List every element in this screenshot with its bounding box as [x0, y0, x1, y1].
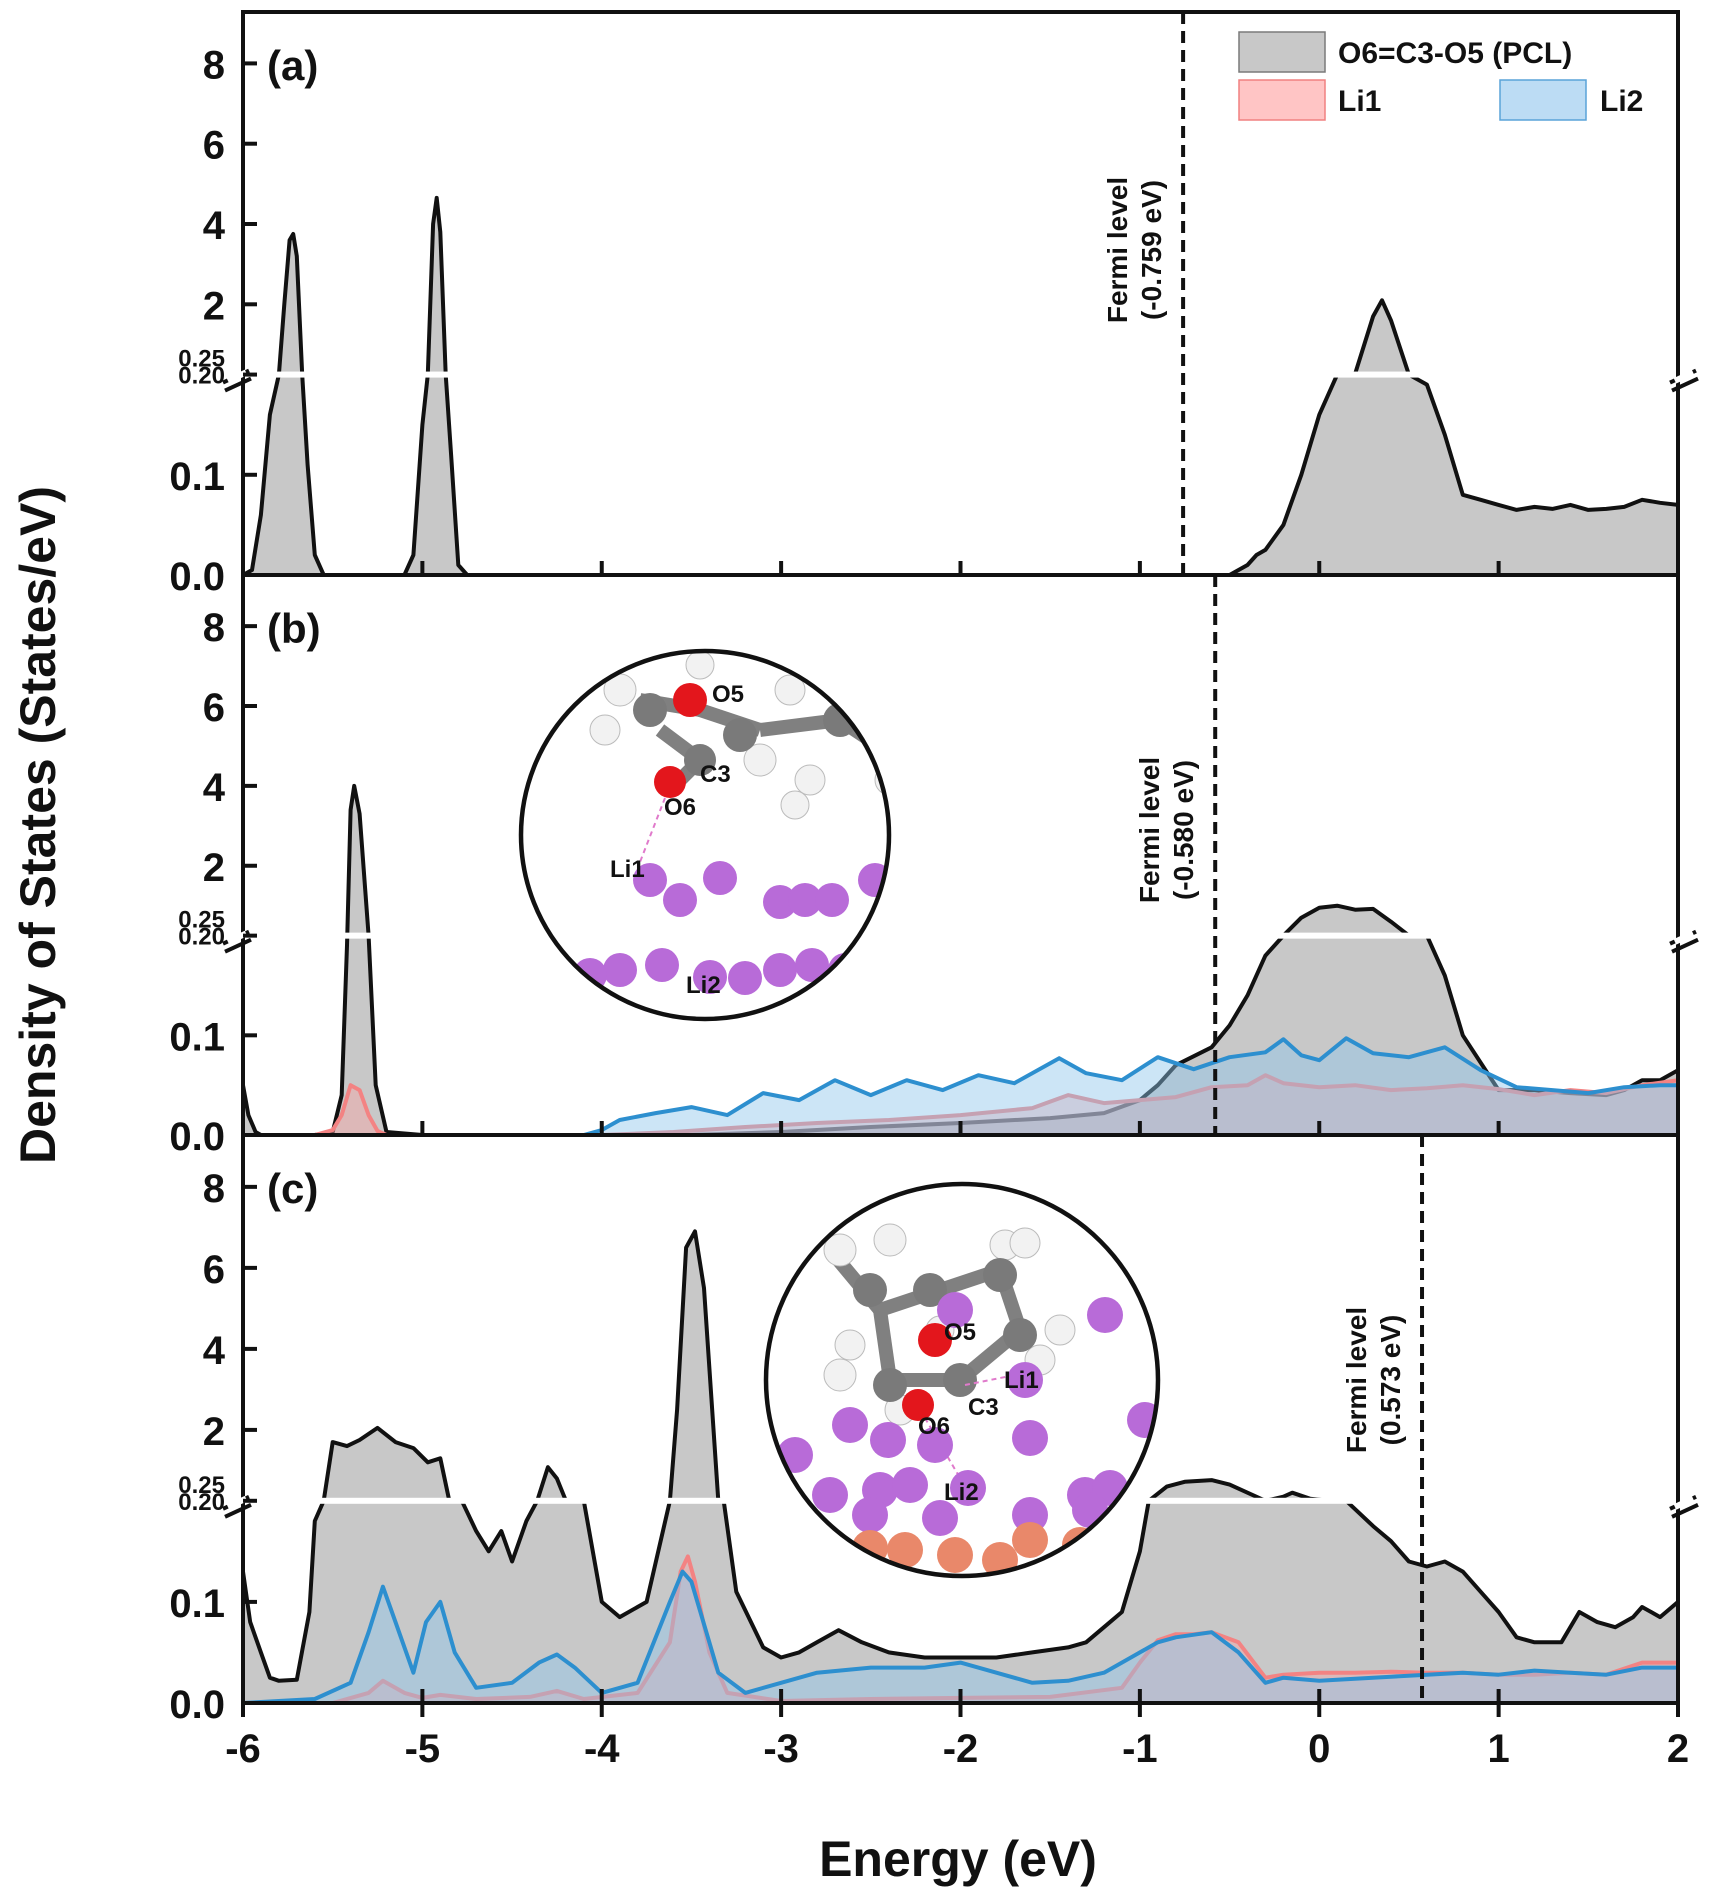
legend-swatch-li2 — [1499, 79, 1587, 121]
axis-break-band — [245, 371, 1676, 378]
inset-structure-b: O5 C3 O6 Li1 Li2 — [518, 648, 892, 1022]
x-tick-label: -2 — [943, 1727, 979, 1771]
break-mark — [224, 1502, 252, 1519]
y-tick-label: 4 — [203, 1329, 226, 1373]
legend-label-li2: Li2 — [1600, 85, 1643, 118]
series-area-pcl — [243, 785, 1678, 1135]
series-line-li1 — [243, 1073, 1678, 1135]
y-tick-label: 8 — [203, 43, 225, 87]
panel-label: (a) — [267, 42, 318, 89]
inset-b-label-li1: Li1 — [610, 856, 645, 883]
inset-structure-c: O5 Li1 C3 O6 Li2 — [763, 1181, 1161, 1579]
y-tick-label: 8 — [203, 1167, 225, 1211]
break-mark — [1671, 376, 1699, 393]
series-area-li1 — [243, 1556, 1678, 1703]
y-tick-label: 0.20 — [178, 363, 225, 390]
inset-b-label-c3: C3 — [700, 761, 731, 788]
x-tick-label: 0 — [1308, 1727, 1330, 1771]
y-tick-label: 0.1 — [169, 1015, 225, 1059]
panel-series-group — [243, 195, 1678, 575]
y-tick-label: 0.0 — [169, 555, 225, 599]
legend-label-pcl: O6=C3-O5 (PCL) — [1338, 37, 1572, 70]
legend-label-li1: Li1 — [1338, 85, 1381, 118]
series-area-pcl — [243, 1231, 1678, 1703]
x-tick-label: -1 — [1122, 1727, 1158, 1771]
y-tick-label: 6 — [203, 686, 225, 730]
y-tick-label: 2 — [203, 1410, 225, 1454]
inset-b-label-o6: O6 — [664, 794, 696, 821]
panel-label: (b) — [267, 605, 321, 652]
break-mark — [224, 376, 252, 393]
y-tick-label: 2 — [203, 284, 225, 328]
legend: O6=C3-O5 (PCL) Li1 Li2 — [1238, 31, 1643, 121]
y-tick-label: 4 — [203, 204, 226, 248]
fermi-value: (0.573 eV) — [1375, 1315, 1406, 1446]
x-axis: -6 -5 -4 -3 -2 -1 0 1 2 — [225, 1703, 1689, 1771]
panel-series-group — [243, 1229, 1678, 1703]
y-tick-label: 8 — [203, 606, 225, 650]
x-tick-label: -4 — [584, 1727, 620, 1771]
inset-c-label-o5: O5 — [944, 1319, 976, 1346]
y-tick-label: 0.25 — [178, 907, 225, 934]
x-tick-label: 2 — [1667, 1727, 1689, 1771]
y-tick-label: 0.20 — [178, 1489, 225, 1516]
y-tick-label: 4 — [203, 766, 226, 810]
break-mark — [224, 937, 252, 954]
series-area-pcl — [243, 197, 1678, 575]
panel-c: 0.0 0.1 0.200.25 2 4 6 8 (c) Fermi level (0.573 e… — [169, 1133, 1699, 1727]
break-gap — [226, 369, 248, 384]
series-area-li2 — [243, 1038, 1678, 1135]
x-axis-title: Energy (eV) — [819, 1831, 1097, 1887]
series-line-pcl — [243, 783, 1678, 1135]
y-tick-label: 0.1 — [169, 455, 225, 499]
inset-b-label-o5: O5 — [712, 681, 744, 708]
series-area-li2 — [243, 1571, 1678, 1703]
break-gap — [226, 930, 248, 945]
x-tick-label: -3 — [763, 1727, 799, 1771]
inset-c-label-li1: Li1 — [1004, 1367, 1039, 1394]
break-gap — [1673, 930, 1695, 945]
series-line-pcl — [243, 1229, 1678, 1683]
break-mark — [1671, 1502, 1699, 1519]
y-tick-label: 6 — [203, 1248, 225, 1292]
break-gap — [1673, 369, 1695, 384]
y-tick-label: 0.0 — [169, 1115, 225, 1159]
inset-c-label-c3: C3 — [968, 1394, 999, 1421]
break-gap — [226, 1495, 248, 1510]
x-tick-label: 1 — [1488, 1727, 1510, 1771]
panel-b: 0.0 0.1 0.200.25 2 4 6 8 (b) Fermi level (-0.580 … — [169, 573, 1699, 1159]
inset-c-label-o6: O6 — [918, 1413, 950, 1440]
y-tick-label: 0.1 — [169, 1582, 225, 1626]
panel-label: (c) — [267, 1165, 318, 1212]
panel-series-group — [243, 783, 1678, 1135]
break-gap — [1673, 1495, 1695, 1510]
y-tick-label: 2 — [203, 846, 225, 890]
break-mark — [1671, 937, 1699, 954]
series-line-pcl — [243, 195, 1678, 575]
axis-break-band — [245, 932, 1676, 939]
fermi-label: Fermi level — [1341, 1307, 1372, 1453]
series-area-li1 — [243, 1075, 1678, 1135]
fermi-value: (-0.580 eV) — [1168, 760, 1199, 900]
inset-b-label-li2: Li2 — [686, 972, 721, 999]
y-tick-label: 0.20 — [178, 924, 225, 951]
y-tick-label: 0.25 — [178, 346, 225, 373]
fermi-label: Fermi level — [1102, 177, 1133, 323]
fermi-value: (-0.759 eV) — [1136, 180, 1167, 320]
y-tick-label: 0.0 — [169, 1683, 225, 1727]
series-line-li2 — [243, 1569, 1678, 1703]
y-axis-title: Density of States (States/eV) — [10, 486, 66, 1164]
inset-c-label-li2: Li2 — [944, 1479, 979, 1506]
legend-swatch-pcl — [1238, 31, 1326, 73]
series-line-li2 — [243, 1036, 1678, 1135]
fermi-label: Fermi level — [1134, 757, 1165, 903]
legend-swatch-li1 — [1238, 79, 1326, 121]
y-tick-label: 0.25 — [178, 1472, 225, 1499]
x-tick-label: -6 — [225, 1727, 261, 1771]
x-tick-label: -5 — [405, 1727, 441, 1771]
panel-a: 0.0 0.1 0.200.25 2 4 6 8 (a) Fermi level (-0.759 … — [169, 10, 1699, 599]
y-tick-label: 6 — [203, 124, 225, 168]
